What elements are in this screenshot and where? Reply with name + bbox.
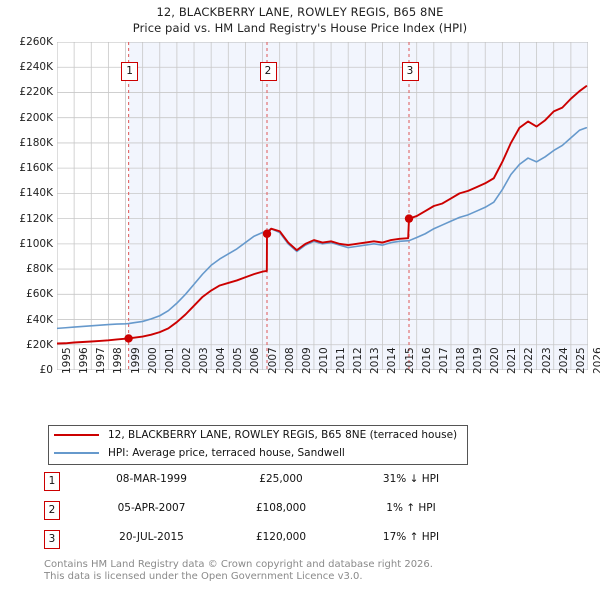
x-axis-tick-label: 2020 — [489, 347, 502, 374]
footer-line-1: Contains HM Land Registry data © Crown c… — [44, 559, 433, 570]
x-axis-labels: 1995 1996 1997 1998 1999 2000 2001 2002 2003 2004… — [0, 347, 600, 418]
transaction-index-badge: 1 — [44, 472, 60, 491]
y-axis-tick-label: £0 — [39, 364, 53, 376]
x-axis-tick-label: 2026 — [592, 347, 600, 374]
x-axis-tick-label: 2012 — [352, 347, 365, 374]
legend-row-series1: 12, BLACKBERRY LANE, ROWLEY REGIS, B65 8… — [49, 426, 467, 444]
transaction-price: £108,000 — [255, 502, 307, 514]
chart-marker-box-3: 3 — [401, 62, 419, 81]
chart-legend: 12, BLACKBERRY LANE, ROWLEY REGIS, B65 8… — [48, 425, 468, 465]
legend-swatch-series2 — [54, 452, 99, 454]
x-axis-tick-label: 2017 — [437, 347, 450, 374]
transaction-date: 08-MAR-1999 — [116, 473, 187, 485]
sale-point-marker — [262, 229, 272, 238]
x-axis-tick-label: 2022 — [523, 347, 536, 374]
x-axis-tick-label: 1999 — [129, 347, 142, 374]
y-axis-tick-label: £140K — [19, 187, 53, 200]
x-axis-tick-label: 2010 — [317, 347, 330, 374]
table-row: 3 20-JUL-2015 £120,000 17% ↑ HPI — [44, 530, 564, 559]
y-axis-tick-label: £40K — [26, 313, 53, 326]
y-axis-tick-label: £20K — [26, 338, 53, 351]
legend-label-series1: 12, BLACKBERRY LANE, ROWLEY REGIS, B65 8… — [108, 429, 458, 441]
y-axis-tick-label: £120K — [19, 212, 53, 225]
transaction-hpi-delta: 31% ↓ HPI — [382, 473, 440, 485]
chart-marker-box-2: 2 — [259, 62, 277, 81]
transaction-date: 20-JUL-2015 — [119, 531, 184, 543]
x-axis-tick-label: 2005 — [232, 347, 245, 374]
x-axis-tick-label: 2006 — [249, 347, 262, 374]
sale-point-marker — [124, 334, 133, 343]
y-axis-tick-label: £160K — [19, 162, 53, 175]
page-title: 12, BLACKBERRY LANE, ROWLEY REGIS, B65 8… — [0, 4, 600, 36]
x-axis-tick-label: 2018 — [454, 347, 467, 374]
y-axis-labels: £0 £20K £40K £60K £80K £100K £120K £140K £160K £1… — [0, 36, 55, 382]
y-axis-tick-label: £200K — [19, 111, 53, 124]
y-axis-tick-label: £240K — [19, 61, 53, 74]
legend-label-series2: HPI: Average price, terraced house, Sand… — [108, 447, 345, 459]
x-axis-tick-label: 2009 — [300, 347, 313, 374]
footer-line-2: This data is licensed under the Open Gov… — [44, 570, 363, 582]
title-line-1: 12, BLACKBERRY LANE, ROWLEY REGIS, B65 8… — [156, 5, 444, 19]
transaction-hpi-delta: 17% ↑ HPI — [382, 531, 440, 543]
legend-row-series2: HPI: Average price, terraced house, Sand… — [49, 444, 467, 462]
y-axis-tick-label: £80K — [26, 263, 53, 276]
x-axis-tick-label: 2023 — [540, 347, 553, 374]
transaction-index-badge: 3 — [44, 530, 60, 549]
table-row: 1 08-MAR-1999 £25,000 31% ↓ HPI — [44, 472, 564, 501]
y-axis-tick-label: £260K — [19, 36, 53, 48]
y-axis-tick-label: £60K — [26, 288, 53, 301]
price-history-chart — [57, 42, 588, 370]
series-line-hpi — [57, 126, 588, 330]
transaction-price: £25,000 — [259, 473, 303, 485]
series-line-price-paid — [57, 85, 588, 345]
y-axis-tick-label: £220K — [19, 86, 53, 99]
x-axis-tick-label: 2021 — [506, 347, 519, 374]
y-axis-tick-label: £100K — [19, 237, 53, 250]
transaction-hpi-delta: 1% ↑ HPI — [386, 502, 436, 514]
table-row: 2 05-APR-2007 £108,000 1% ↑ HPI — [44, 501, 564, 530]
x-axis-tick-label: 2004 — [215, 347, 228, 374]
x-axis-tick-label: 2015 — [403, 347, 416, 374]
transaction-index-badge: 2 — [44, 501, 60, 520]
legend-swatch-series1 — [54, 434, 99, 436]
transactions-table: 1 08-MAR-1999 £25,000 31% ↓ HPI 2 05-APR-2007… — [44, 472, 564, 559]
title-line-2: Price paid vs. HM Land Registry's House … — [132, 21, 468, 35]
x-axis-tick-label: 1998 — [112, 347, 125, 374]
x-axis-tick-label: 2001 — [163, 347, 176, 374]
x-axis-tick-label: 1996 — [78, 347, 91, 374]
x-axis-tick-label: 2000 — [146, 347, 159, 374]
transaction-date: 05-APR-2007 — [117, 502, 186, 514]
x-axis-tick-label: 2002 — [180, 347, 193, 374]
x-axis-tick-label: 2025 — [574, 347, 587, 374]
x-axis-tick-label: 2008 — [283, 347, 296, 374]
x-axis-tick-label: 2014 — [386, 347, 399, 374]
x-axis-tick-label: 2007 — [266, 347, 279, 374]
x-axis-tick-label: 2019 — [472, 347, 485, 374]
x-axis-tick-label: 2024 — [557, 347, 570, 374]
chart-shaded-region — [128, 42, 588, 370]
transaction-price: £120,000 — [255, 531, 307, 543]
x-axis-tick-label: 1997 — [95, 347, 108, 374]
sale-point-marker — [404, 214, 414, 223]
x-axis-tick-label: 1995 — [61, 347, 73, 374]
chart-marker-box-1: 1 — [121, 62, 139, 81]
y-axis-tick-label: £180K — [19, 136, 53, 149]
x-axis-tick-label: 2016 — [420, 347, 433, 374]
x-axis-tick-label: 2011 — [335, 347, 348, 374]
x-axis-tick-label: 2013 — [369, 347, 382, 374]
footer-attribution: Contains HM Land Registry data © Crown c… — [44, 559, 584, 582]
x-axis-tick-label: 2003 — [198, 347, 211, 374]
